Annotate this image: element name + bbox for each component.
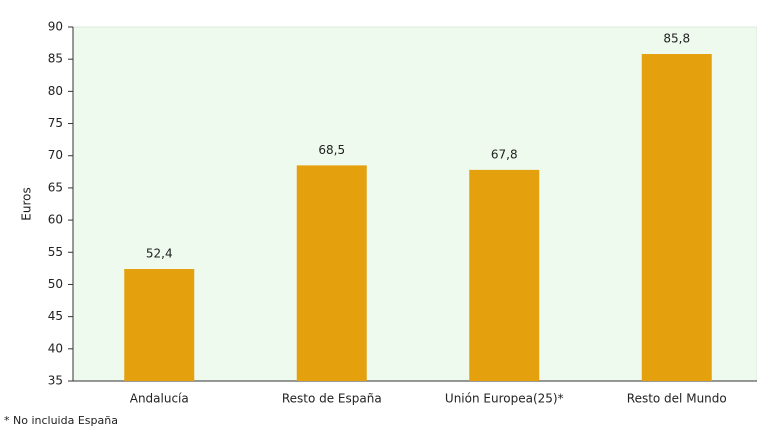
y-tick-label: 50 xyxy=(48,277,63,291)
y-tick-label: 85 xyxy=(48,52,63,66)
y-tick-label: 90 xyxy=(48,20,63,34)
x-tick-label: Resto del Mundo xyxy=(627,392,727,406)
value-label: 67,8 xyxy=(491,147,518,161)
bar xyxy=(641,54,712,382)
bar xyxy=(124,269,195,381)
value-label: 68,5 xyxy=(318,143,345,157)
x-tick-label: Unión Europea(25)* xyxy=(445,392,564,406)
y-tick-label: 35 xyxy=(48,374,63,388)
y-tick-label: 80 xyxy=(48,84,63,98)
bar xyxy=(296,165,367,381)
x-tick-label: Resto de España xyxy=(282,392,382,406)
y-tick-label: 75 xyxy=(48,116,63,130)
bar xyxy=(469,169,540,381)
value-label: 85,8 xyxy=(663,32,690,46)
footnote: * No incluida España xyxy=(4,414,118,427)
y-axis-label: Euros xyxy=(20,187,34,220)
y-tick-label: 60 xyxy=(48,213,63,227)
y-tick-label: 45 xyxy=(48,309,63,323)
x-tick-label: Andalucía xyxy=(130,392,189,406)
y-tick-label: 40 xyxy=(48,341,63,355)
y-tick-label: 70 xyxy=(48,148,63,162)
value-label: 52,4 xyxy=(146,247,173,261)
y-tick-label: 65 xyxy=(48,180,63,194)
y-tick-label: 55 xyxy=(48,245,63,259)
